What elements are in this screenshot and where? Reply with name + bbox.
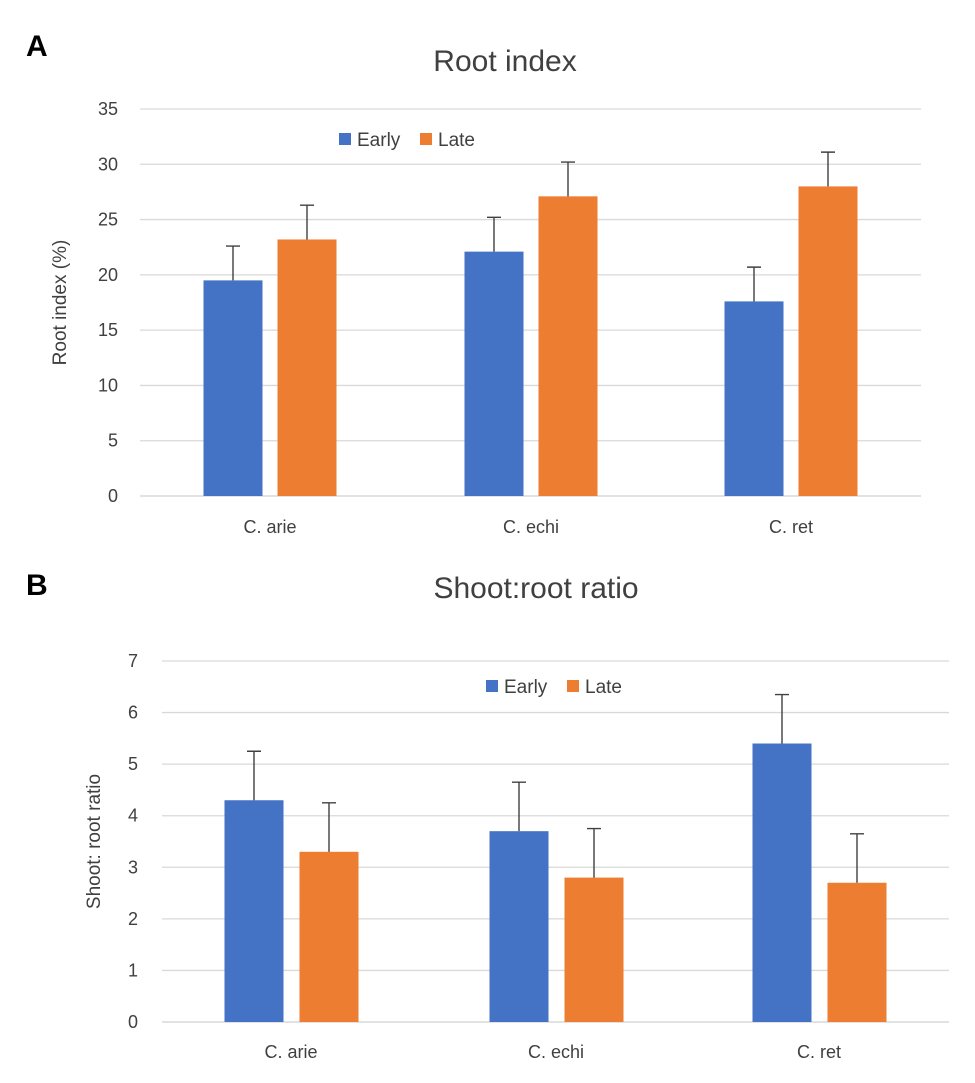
error-bar	[747, 266, 761, 302]
x-tick-label: C. arie	[264, 1042, 317, 1062]
y-tick-label: 1	[128, 960, 138, 980]
y-axis-title: Shoot: root ratio	[84, 774, 105, 909]
legend-swatch-early	[339, 133, 351, 145]
bar-early	[224, 800, 284, 1022]
error-bar	[487, 216, 501, 252]
error-bar	[561, 161, 575, 197]
bar-late	[564, 877, 624, 1022]
panel-label: A	[26, 30, 48, 63]
error-bar	[322, 802, 336, 852]
bar-early	[464, 251, 524, 496]
error-bar	[300, 204, 314, 240]
legend-label: Early	[504, 677, 548, 698]
legend-swatch-early	[486, 680, 498, 692]
legend-label: Late	[438, 130, 475, 151]
chart-title: Shoot:root ratio	[433, 572, 638, 605]
bar-early	[752, 743, 812, 1022]
chart-panel-b: B Shoot:root ratio 0 1 2 3 4 5 6 7 Shoot: root rat…	[26, 569, 949, 1062]
y-tick-label: 6	[128, 703, 138, 723]
x-tick-label: C. ret	[797, 1042, 841, 1062]
y-tick-label: 20	[98, 265, 118, 285]
error-bar	[587, 827, 601, 878]
bar-late	[798, 186, 858, 496]
y-tick-label: 2	[128, 909, 138, 929]
error-bar	[850, 833, 864, 883]
y-tick-label: 0	[108, 486, 118, 506]
error-bar	[775, 693, 789, 744]
x-tick-label: C. arie	[243, 517, 296, 537]
bar-early	[724, 301, 784, 496]
bar-early	[203, 280, 263, 496]
error-bar	[247, 750, 261, 801]
y-tick-label: 5	[108, 431, 118, 451]
error-bar	[821, 151, 835, 187]
bar-early	[489, 831, 549, 1022]
bar-late	[538, 196, 598, 496]
error-bar	[512, 781, 526, 832]
chart-title: Root index	[433, 45, 576, 78]
error-bar	[226, 245, 240, 281]
y-tick-label: 30	[98, 154, 118, 174]
y-tick-label: 35	[98, 99, 118, 119]
y-axis-title: Root index (%)	[50, 240, 71, 366]
y-tick-label: 10	[98, 375, 118, 395]
y-tick-label: 25	[98, 210, 118, 230]
bar-late	[277, 239, 337, 496]
y-tick-label: 0	[128, 1012, 138, 1032]
x-tick-label: C. echi	[528, 1042, 584, 1062]
chart-panel-a: A Root index 0 5 10 15 20 25 30 35 Root index (%) C…	[26, 30, 921, 537]
legend-swatch-late	[420, 133, 432, 145]
panel-label: B	[26, 569, 48, 602]
bar-late	[827, 882, 887, 1022]
bar-late	[299, 851, 359, 1022]
x-tick-label: C. echi	[503, 517, 559, 537]
y-tick-label: 15	[98, 320, 118, 340]
legend-swatch-late	[567, 680, 579, 692]
y-tick-label: 7	[128, 651, 138, 671]
x-tick-label: C. ret	[769, 517, 813, 537]
y-tick-label: 4	[128, 806, 138, 826]
y-tick-label: 5	[128, 754, 138, 774]
legend-label: Late	[585, 677, 622, 698]
y-tick-label: 3	[128, 857, 138, 877]
legend-label: Early	[357, 130, 401, 151]
